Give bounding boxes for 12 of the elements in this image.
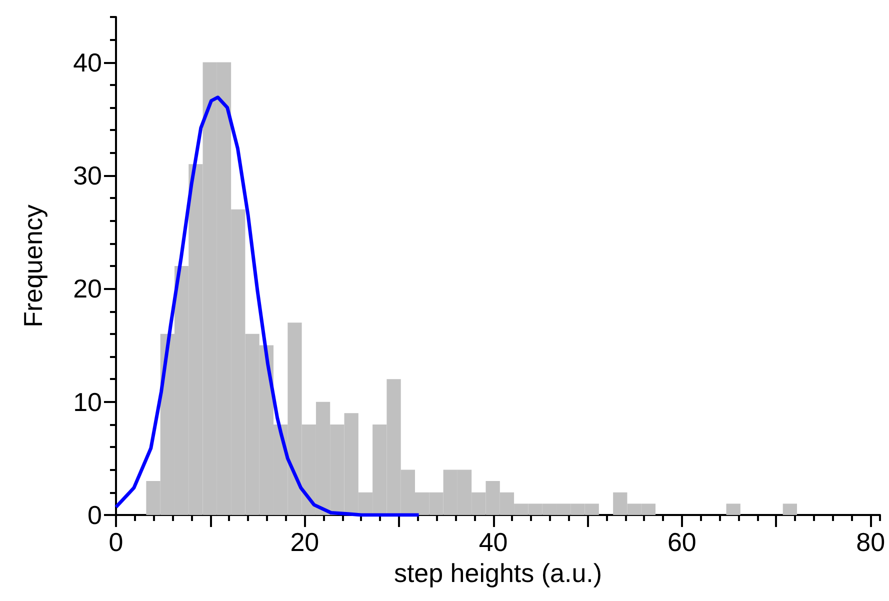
x-tick-label: 80 (856, 527, 886, 557)
x-axis-title: step heights (a.u.) (394, 558, 602, 588)
y-tick-label: 10 (73, 386, 102, 417)
x-tick-label: 40 (478, 527, 508, 557)
x-tick-label: 20 (290, 527, 320, 557)
x-tick-label: 0 (108, 527, 124, 557)
y-tick-label: 30 (73, 160, 102, 190)
y-axis-title: Frequency (18, 204, 48, 328)
y-tick-label: 40 (73, 47, 102, 78)
y-tick-label: 0 (88, 500, 102, 530)
x-tick-label: 60 (667, 527, 696, 557)
y-tick-label: 20 (73, 274, 102, 304)
